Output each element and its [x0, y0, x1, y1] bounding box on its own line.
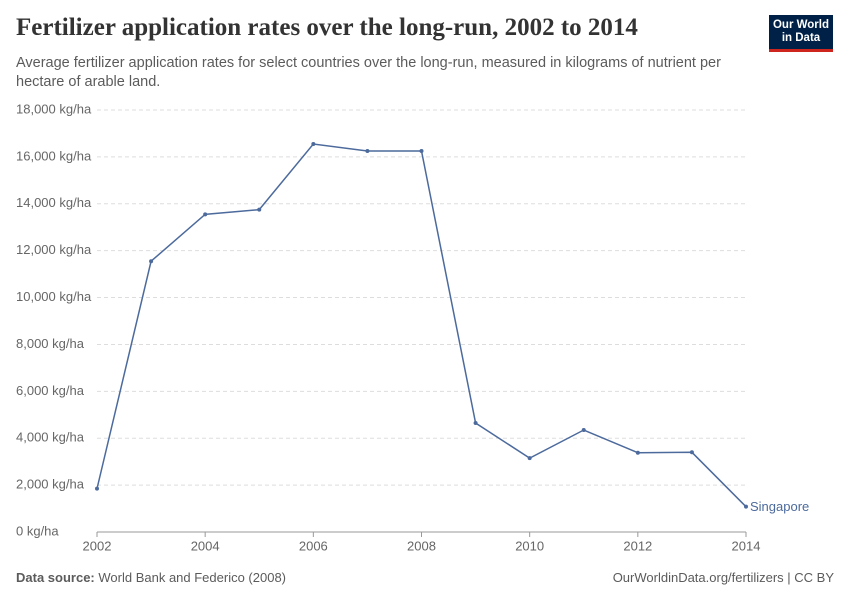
x-tick-label: 2006	[299, 538, 328, 553]
series-label: Singapore	[750, 499, 809, 514]
y-tick-label: 0 kg/ha	[16, 523, 59, 538]
x-tick-label: 2004	[191, 538, 220, 553]
point	[203, 212, 208, 217]
point	[689, 450, 694, 455]
point	[149, 259, 154, 264]
point	[744, 504, 748, 509]
point	[419, 149, 424, 154]
y-tick-label: 12,000 kg/ha	[16, 242, 92, 257]
point	[257, 207, 262, 212]
point	[365, 149, 370, 154]
point	[581, 428, 586, 433]
y-tick-label: 16,000 kg/ha	[16, 148, 92, 163]
source-label: Data source:	[16, 570, 95, 585]
y-tick-label: 8,000 kg/ha	[16, 336, 85, 351]
y-tick-label: 10,000 kg/ha	[16, 289, 92, 304]
source-text: World Bank and Federico (2008)	[98, 570, 287, 585]
chart-title: Fertilizer application rates over the lo…	[16, 14, 638, 41]
point	[311, 141, 316, 146]
point	[635, 450, 640, 455]
y-tick-label: 4,000 kg/ha	[16, 430, 85, 445]
y-tick-label: 6,000 kg/ha	[16, 383, 85, 398]
logo[interactable]: Our World in Data	[769, 15, 833, 52]
chart-subtitle: Average fertilizer application rates for…	[16, 55, 721, 90]
x-tick-label: 2010	[515, 538, 544, 553]
series-line	[96, 143, 747, 508]
point	[527, 456, 532, 461]
x-tick-label: 2008	[407, 538, 436, 553]
source: Data source: World Bank and Federico (20…	[16, 570, 286, 585]
y-tick-label: 2,000 kg/ha	[16, 477, 85, 492]
y-tick-label: 18,000 kg/ha	[16, 101, 92, 116]
x-tick-label: 2012	[623, 538, 652, 553]
y-tick-label: 14,000 kg/ha	[16, 195, 92, 210]
x-tick-label: 2014	[732, 538, 761, 553]
logo-line: in Data	[781, 32, 821, 44]
chart: 0 kg/ha 2,000 kg/ha 4,000 kg/ha 6,000 kg/ha…	[16, 101, 809, 553]
credit[interactable]: OurWorldinData.org/fertilizers | CC BY	[612, 570, 834, 585]
x-tick-label: 2002	[83, 538, 112, 553]
point	[473, 420, 478, 425]
point	[95, 486, 99, 491]
logo-line: Our World	[772, 19, 829, 31]
